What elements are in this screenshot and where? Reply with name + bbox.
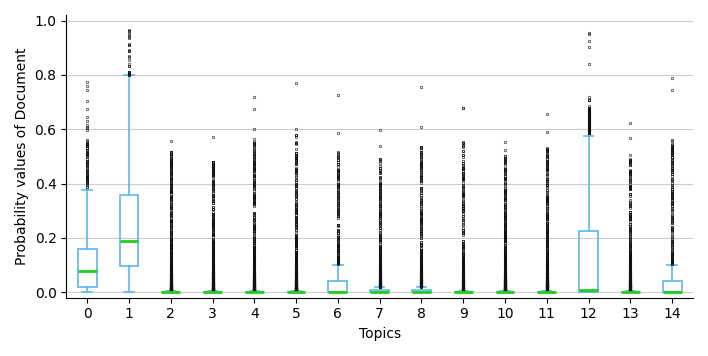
Y-axis label: Probability values of Document: Probability values of Document — [15, 48, 29, 265]
X-axis label: Topics: Topics — [358, 327, 401, 341]
